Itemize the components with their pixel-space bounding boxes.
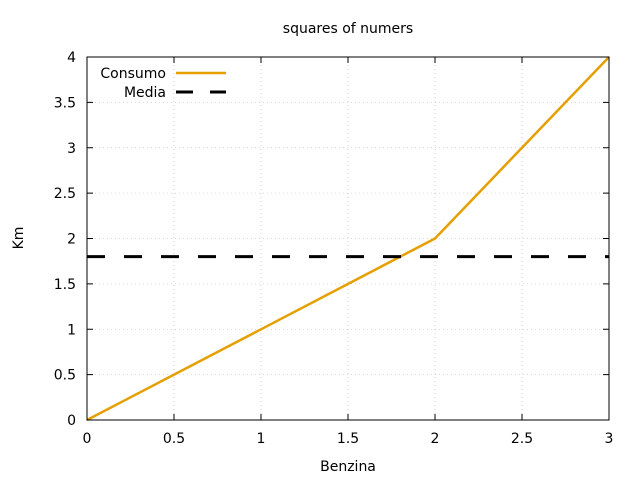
grid-lines — [87, 57, 609, 420]
series-layer — [86, 56, 610, 422]
x-axis-label: Benzina — [320, 459, 376, 475]
axis-ticks: 0 0.5 1 1.5 2 2.5 3 0 0.5 1 1.5 2 2.5 3 3.5 4 — [54, 50, 614, 447]
y-tick-label: 0.5 — [54, 368, 76, 384]
y-tick-label: 3.5 — [54, 95, 76, 111]
x-tick-label: 2.5 — [511, 431, 533, 447]
legend: Consumo Media — [100, 66, 226, 101]
x-tick-label: 1 — [257, 431, 266, 447]
x-tick-label: 2 — [431, 431, 440, 447]
legend-label: Media — [124, 85, 166, 101]
series-line-consumo — [86, 56, 610, 422]
y-tick-label: 2 — [67, 232, 76, 248]
chart-title: squares of numers — [283, 21, 413, 37]
y-tick-label: 2.5 — [54, 186, 76, 202]
y-tick-label: 1 — [67, 322, 76, 338]
y-tick-label: 1.5 — [54, 277, 76, 293]
y-tick-label: 3 — [67, 141, 76, 157]
legend-label: Consumo — [100, 66, 166, 82]
y-tick-label: 4 — [67, 50, 76, 66]
x-tick-label: 0 — [83, 431, 92, 447]
y-tick-label: 0 — [67, 413, 76, 429]
x-tick-label: 3 — [605, 431, 614, 447]
y-axis-label: Km — [11, 227, 27, 250]
x-tick-label: 1.5 — [337, 431, 359, 447]
x-tick-label: 0.5 — [163, 431, 185, 447]
